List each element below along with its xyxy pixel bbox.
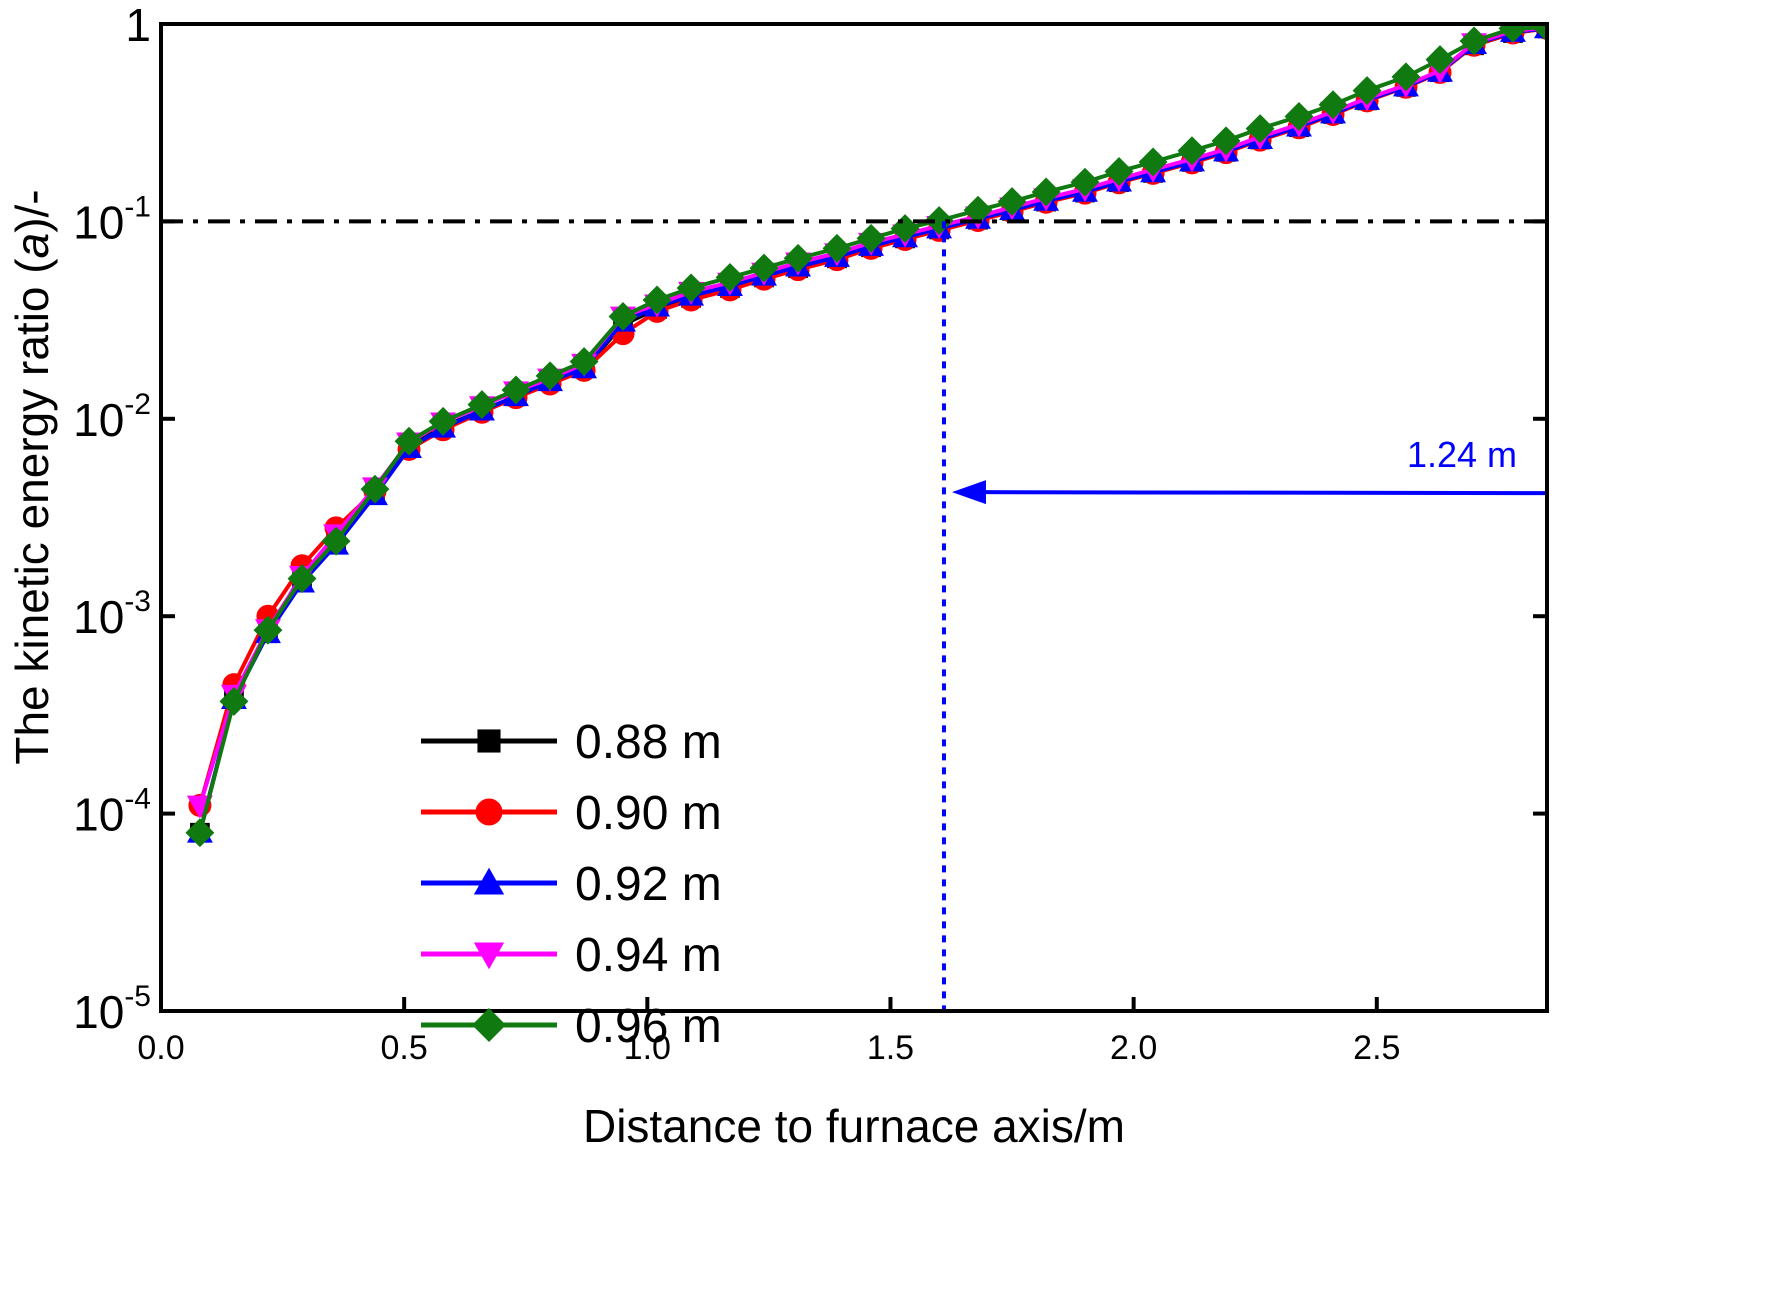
series-line (197, 25, 1547, 807)
data-point (1459, 26, 1489, 56)
legend-label: 0.96 m (575, 1000, 722, 1053)
data-point (1070, 167, 1100, 197)
series-line (197, 25, 1547, 834)
data-point (676, 273, 706, 303)
data-point (822, 233, 852, 263)
data-point (1245, 114, 1275, 144)
y-tick-label: 10-3 (73, 585, 151, 643)
data-point (1104, 157, 1134, 186)
annotation-label: 1.24 m (1407, 434, 1517, 475)
data-point (1498, 24, 1528, 43)
legend-marker (475, 798, 503, 826)
y-axis-label: The kinetic energy ratio (a)/- (6, 189, 58, 764)
data-point (185, 818, 215, 848)
legend-marker (472, 1008, 506, 1042)
data-point (1031, 177, 1061, 207)
x-tick-label: 1.0 (624, 1029, 671, 1067)
x-tick-label: 0.5 (381, 1029, 428, 1067)
data-point (963, 195, 993, 225)
data-point (1318, 90, 1348, 120)
x-axis-label: Distance to furnace axis/m (583, 1100, 1125, 1152)
x-tick-label: 2.0 (1110, 1029, 1157, 1067)
data-point (997, 187, 1027, 217)
data-point (428, 406, 458, 436)
data-point (501, 375, 531, 405)
data-point (1425, 45, 1455, 75)
y-tick-label: 1 (125, 0, 151, 51)
data-point (783, 243, 813, 273)
y-tick-label: 10-2 (73, 388, 151, 446)
legend-marker (473, 942, 505, 970)
data-point (321, 526, 351, 556)
data-point (467, 390, 497, 420)
data-point (1284, 102, 1314, 131)
data-point (1211, 126, 1241, 156)
legend: 0.88 m 0.90 m 0.92 m 0.94 m 0.96 m (421, 716, 722, 1053)
data-point (535, 361, 565, 391)
x-tick-label: 2.5 (1353, 1029, 1400, 1067)
data-point (1532, 24, 1547, 42)
legend-marker (473, 867, 505, 895)
series-line (197, 26, 1547, 834)
data-point (856, 223, 886, 253)
data-point (608, 301, 638, 331)
series-line (197, 26, 1547, 806)
data-point (642, 285, 672, 315)
data-point (1177, 136, 1207, 166)
legend-label: 0.90 m (575, 787, 722, 840)
data-point (1352, 76, 1382, 106)
data-point (219, 686, 249, 716)
data-point (287, 564, 317, 594)
plot-frame (159, 22, 1549, 1013)
annotation-arrow (977, 490, 1548, 496)
data-point (253, 615, 283, 645)
series-line (197, 26, 1547, 834)
legend-label: 0.88 m (575, 716, 722, 769)
data-point (569, 347, 599, 377)
legend-label: 0.92 m (575, 858, 722, 911)
data-point (749, 253, 779, 283)
data-point (1138, 147, 1168, 177)
x-tick-label: 0.0 (137, 1029, 184, 1067)
x-tick-label: 1.5 (867, 1029, 914, 1067)
data-point (924, 206, 954, 236)
data-point (1391, 62, 1421, 92)
legend-label: 0.94 m (575, 929, 722, 982)
legend-marker (477, 729, 501, 753)
data-point (715, 263, 745, 292)
y-tick-label: 10-1 (73, 190, 151, 248)
data-point (360, 474, 390, 504)
arrow-head (951, 480, 986, 505)
data-point (394, 426, 424, 456)
y-tick-label: 10-5 (73, 980, 151, 1038)
y-tick-label: 10-4 (73, 783, 151, 841)
